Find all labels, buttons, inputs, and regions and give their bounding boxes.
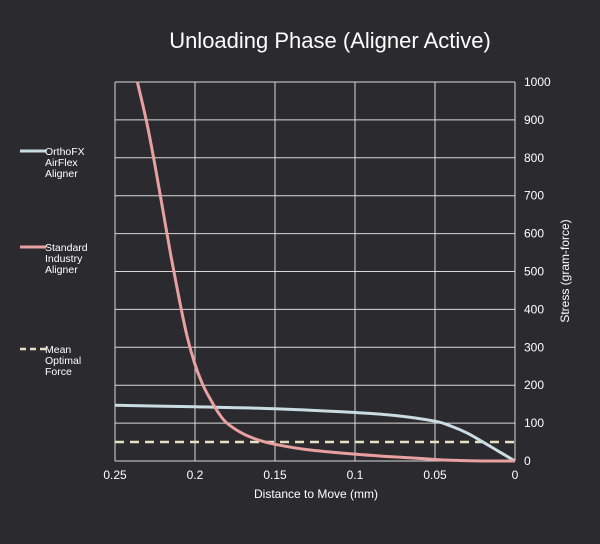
y-tick-label: 0 <box>524 454 531 468</box>
y-tick-label: 400 <box>524 302 544 316</box>
series-lines <box>114 81 516 463</box>
y-axis-label: Stress (gram-force) <box>558 219 572 322</box>
series-line-orthofx <box>114 403 516 463</box>
legend-label: Aligner <box>45 264 78 276</box>
legend-label: Industry <box>45 253 83 265</box>
y-tick-label: 600 <box>524 227 544 241</box>
x-tick-label: 0.05 <box>423 468 447 482</box>
legend: OrthoFXAirFlexAlignerStandardIndustryAli… <box>20 146 88 378</box>
legend-label: AirFlex <box>45 157 78 169</box>
y-tick-label: 500 <box>524 265 544 279</box>
x-tick-label: 0.25 <box>103 468 127 482</box>
x-tick-label: 0.2 <box>187 468 204 482</box>
x-axis-label: Distance to Move (mm) <box>254 487 378 501</box>
chart-title: Unloading Phase (Aligner Active) <box>169 28 491 53</box>
y-axis-ticks: 0 100 200 300 400 500 600 700 800 900 1000 <box>524 75 551 468</box>
x-tick-label: 0 <box>512 468 519 482</box>
y-tick-label: 900 <box>524 113 544 127</box>
y-tick-label: 200 <box>524 378 544 392</box>
y-tick-label: 800 <box>524 151 544 165</box>
legend-label: Force <box>45 366 72 378</box>
legend-label: Aligner <box>45 168 78 180</box>
y-tick-label: 100 <box>524 416 544 430</box>
y-tick-label: 300 <box>524 340 544 354</box>
series-line-standard <box>135 81 516 463</box>
x-tick-label: 0.15 <box>263 468 287 482</box>
x-axis-ticks: 0.25 0.2 0.15 0.1 0.05 0 <box>103 468 518 482</box>
legend-label: Optimal <box>45 355 81 367</box>
legend-label: Standard <box>45 242 88 254</box>
y-tick-label: 700 <box>524 189 544 203</box>
legend-label: Mean <box>45 344 71 356</box>
x-tick-label: 0.1 <box>347 468 364 482</box>
legend-label: OrthoFX <box>45 146 85 158</box>
y-tick-label: 1000 <box>524 75 551 89</box>
